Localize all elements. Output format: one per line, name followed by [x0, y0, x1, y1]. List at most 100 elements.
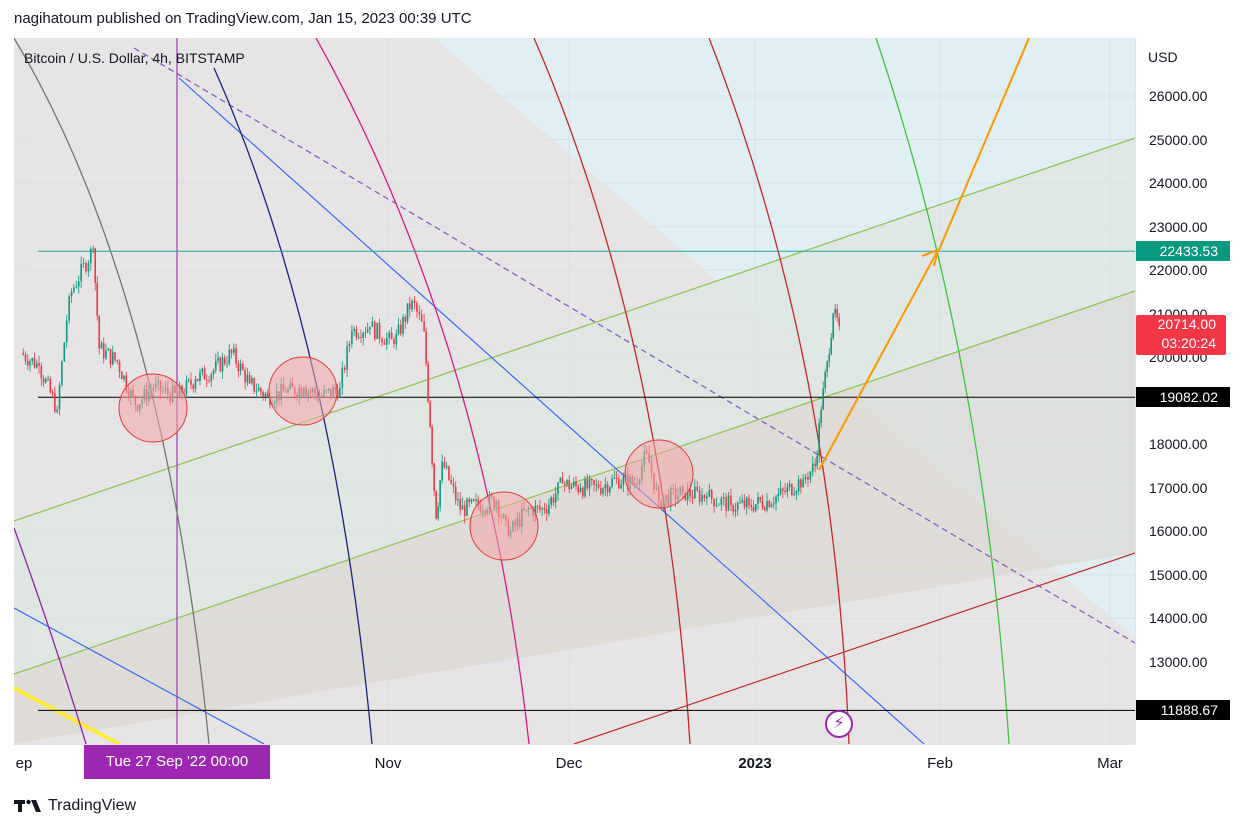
candle-body [192, 384, 195, 389]
currency-label: USD [1148, 49, 1178, 65]
candle-body [689, 488, 691, 497]
price-tick-label: 15000.00 [1149, 566, 1208, 583]
candle-body [593, 480, 595, 485]
candle-body [561, 478, 564, 484]
price-tick-label: 22000.00 [1149, 262, 1208, 279]
candle-body [613, 477, 616, 479]
candle-body [779, 488, 782, 494]
symbol-title[interactable]: Bitcoin / U.S. Dollar, 4h, BITSTAMP [24, 50, 245, 66]
candle-body [248, 374, 251, 384]
candle-body [22, 352, 25, 355]
candle-body [228, 349, 231, 364]
candle-body [360, 336, 362, 339]
candle-body [691, 496, 694, 499]
candle-body [720, 498, 723, 505]
chart-svg[interactable] [14, 38, 1135, 744]
candle-body [29, 361, 31, 366]
candle-body [745, 497, 748, 508]
candle-body [58, 384, 61, 410]
candle-body [77, 281, 80, 287]
candle-body [766, 500, 768, 511]
time-tick-label: Dec [555, 755, 583, 772]
candle-body [385, 337, 388, 345]
candle-body [373, 321, 376, 340]
time-tick-label: Mar [1097, 755, 1123, 772]
candle-body [341, 367, 344, 388]
candle-body [725, 496, 727, 511]
candle-body [255, 391, 258, 393]
candle-body [395, 333, 398, 345]
candle-body [383, 342, 386, 345]
candle-body [123, 375, 125, 380]
candle-body [239, 363, 242, 372]
candle-body [448, 466, 450, 480]
chart-pane[interactable]: Bitcoin / U.S. Dollar, 4h, BITSTAMP [14, 38, 1135, 744]
candle-body [96, 282, 99, 316]
lightning-bolt-icon[interactable]: ⚡ [825, 710, 853, 738]
time-tick-label: 2023 [738, 755, 772, 772]
candle-body [750, 505, 753, 508]
candle-body [622, 476, 625, 485]
candle-body [575, 481, 577, 486]
candle-body [836, 308, 839, 318]
candle-body [411, 300, 413, 310]
candle-body [92, 248, 94, 250]
price-tick-label: 14000.00 [1149, 610, 1208, 627]
candle-body [768, 500, 771, 507]
candle-body [809, 471, 812, 480]
tradingview-brand-text: TradingView [48, 797, 137, 814]
candle-body [75, 286, 78, 288]
candle-body [208, 380, 210, 382]
candle-body [763, 507, 766, 511]
price-tick-label: 13000.00 [1149, 654, 1208, 670]
candle-body [730, 495, 732, 506]
candle-body [773, 503, 775, 505]
candle-body [752, 507, 755, 511]
candle-body [477, 499, 480, 506]
candle-body [743, 500, 746, 508]
candle-body [87, 263, 90, 272]
candle-body [196, 379, 199, 382]
candle-body [418, 311, 421, 315]
candle-body [260, 387, 262, 393]
candle-body [203, 368, 206, 380]
candle-body [24, 354, 27, 361]
candle-body [718, 504, 720, 506]
candle-body [466, 499, 468, 516]
candle-body [559, 478, 562, 483]
candle-body [439, 480, 441, 507]
candle-body [797, 479, 800, 492]
tradingview-footer[interactable]: TradingView [14, 797, 136, 815]
candle-body [534, 505, 537, 517]
last-price-label: 20714.00 03:20:24 [1136, 315, 1226, 355]
candle-body [100, 342, 103, 349]
candle-body [381, 338, 383, 343]
candle-body [205, 379, 208, 381]
candle-body [47, 378, 49, 380]
price-tick-label: 23000.00 [1149, 218, 1208, 235]
candle-body [786, 486, 789, 493]
candle-body [696, 486, 699, 491]
candle-body [42, 378, 45, 383]
candle-body [777, 493, 780, 497]
candle-body [125, 375, 128, 391]
candle-body [570, 485, 573, 489]
candle-body [814, 463, 816, 467]
candle-body [784, 490, 786, 493]
tradingview-logo-icon [14, 799, 41, 812]
candle-body [406, 303, 409, 322]
candle-body [609, 486, 611, 493]
candle-body [266, 393, 269, 397]
price-tick-label: 24000.00 [1149, 175, 1208, 192]
candle-body [73, 287, 75, 292]
candle-body [611, 478, 613, 487]
candle-body [459, 499, 461, 510]
candle-body [800, 479, 802, 488]
candle-body [475, 499, 477, 501]
candle-body [602, 488, 604, 495]
candle-body [450, 479, 452, 484]
candle-body [194, 379, 197, 389]
candle-body [94, 248, 97, 283]
target-continuation-line [938, 38, 1030, 251]
candle-body [40, 365, 43, 379]
